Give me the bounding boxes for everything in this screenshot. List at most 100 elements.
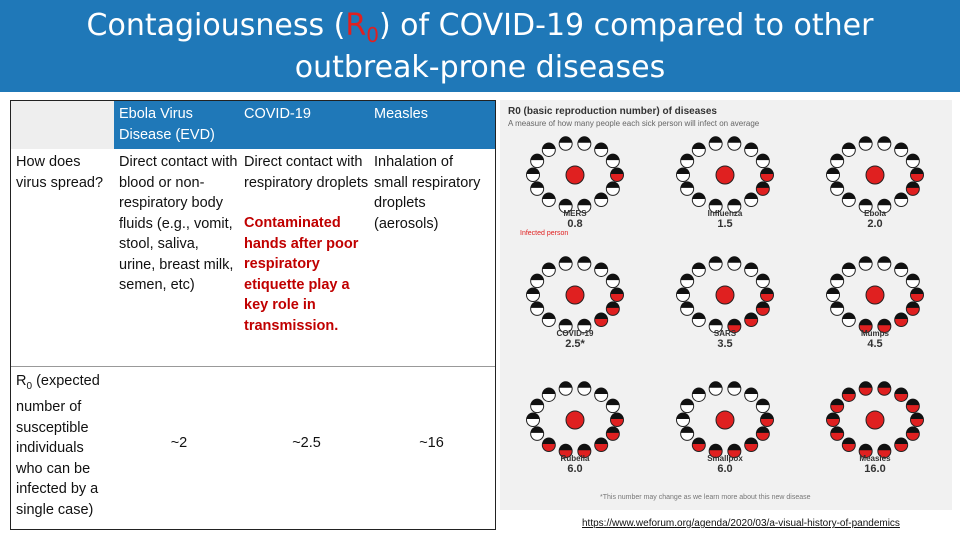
person-hair [680,398,694,406]
person-hair [676,287,690,294]
person-hair [577,136,591,143]
person-hair [594,312,608,320]
person-hair [594,387,608,394]
infected-center-face [565,410,585,430]
disease-name: Smallpox [707,454,743,463]
person-hair [877,256,891,263]
person-hair [756,273,770,281]
person-hair [894,437,908,445]
source-link[interactable]: https://www.weforum.org/agenda/2020/03/a… [582,518,900,529]
person-hair [542,312,556,320]
disease-r0-value: 6.0 [717,463,733,475]
infected-person-label: Infected person [520,230,569,237]
person-hair [756,181,770,188]
infected-center-face [715,410,735,430]
person-hair [559,381,573,388]
person-hair [577,256,591,263]
person-hair [606,273,620,281]
infected-center-face [865,285,885,305]
disease-name: Influenza [707,209,743,218]
person-hair [530,273,544,281]
person-hair [542,192,556,200]
disease-r0-value: 3.5 [717,338,733,350]
person-hair [842,312,856,320]
person-hair [906,398,920,406]
person-hair [760,412,774,419]
disease-r0-value: 6.0 [567,463,583,475]
comparison-table: Ebola Virus Disease (EVD) COVID-19 Measl… [10,100,496,530]
person-hair [727,136,741,143]
person-hair [594,262,608,269]
person-hair [744,312,758,320]
person-hair [727,381,741,388]
person-hair [559,256,573,263]
disease-cluster-ebola [826,136,924,214]
infected-center-face [565,165,585,185]
person-hair [559,318,573,326]
disease-cluster-covid-19 [526,256,624,334]
person-hair [610,412,624,419]
disease-cluster-mers [526,136,624,214]
infected-center-face [865,410,885,430]
person-hair [842,192,856,200]
person-hair [680,301,694,308]
cell-measles-r0: ~16 [419,435,444,451]
person-hair [542,387,556,394]
covid-spread-highlight: Contaminated hands after poor respirator… [244,215,359,334]
person-hair [692,387,706,394]
person-hair [530,181,544,188]
person-hair [542,437,556,445]
person-hair [744,387,758,394]
person-hair [542,142,556,149]
disease-r0-value: 0.8 [567,218,583,230]
person-hair [830,426,844,433]
person-hair [756,301,770,308]
person-hair [760,287,774,294]
person-hair [606,426,620,433]
person-hair [542,262,556,269]
disease-cluster-sars [676,256,774,334]
person-hair [559,198,573,206]
person-hair [577,198,591,206]
person-hair [680,153,694,161]
title-bar: Contagiousness (R0) of COVID-19 compared… [0,0,960,92]
person-hair [906,181,920,188]
person-hair [744,142,758,149]
person-hair [709,381,723,388]
person-hair [894,312,908,320]
person-hair [877,198,891,206]
person-hair [680,181,694,188]
person-hair [709,198,723,206]
disease-r0-value: 16.0 [864,463,886,475]
person-hair [692,192,706,200]
person-hair [530,398,544,406]
person-hair [526,167,540,174]
person-hair [606,398,620,406]
person-hair [709,318,723,326]
person-hair [859,381,873,388]
person-hair [606,181,620,188]
disease-cluster-influenza [676,136,774,214]
person-hair [676,412,690,419]
disease-name: SARS [713,329,737,338]
person-hair [530,426,544,433]
person-hair [894,192,908,200]
disease-name: Rubella [560,454,590,463]
infected-center-face [715,165,735,185]
infographic-figures [526,136,924,459]
person-hair [559,443,573,451]
person-hair [692,312,706,320]
person-hair [680,426,694,433]
person-hair [709,256,723,263]
person-hair [826,167,840,174]
person-hair [826,412,840,419]
table-header-corner [11,101,114,149]
disease-cluster-rubella [526,381,624,459]
disease-name: Ebola [864,209,886,218]
infographic-footnote: *This number may change as we learn more… [600,494,811,501]
disease-cluster-mumps [826,256,924,334]
row-label-r0: R0 (expected number of susceptible indiv… [16,373,100,518]
person-hair [877,136,891,143]
person-hair [526,287,540,294]
header-ebola: Ebola Virus Disease (EVD) [119,106,215,143]
